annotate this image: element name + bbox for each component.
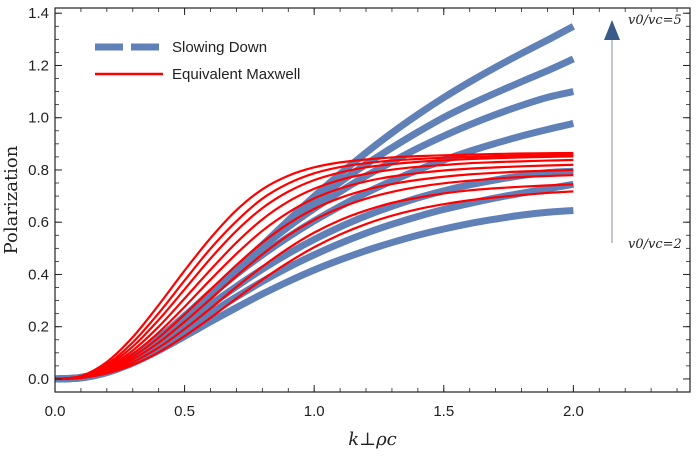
legend-label-slowing-down: Slowing Down bbox=[172, 39, 267, 56]
y-tick-label: 0.4 bbox=[28, 266, 49, 283]
y-tick-label: 1.2 bbox=[28, 57, 49, 74]
x-tick-label: 1.0 bbox=[304, 403, 325, 420]
x-tick-label: 0.0 bbox=[45, 403, 66, 420]
equivalent-maxwell-line-3 bbox=[54, 155, 574, 381]
x-axis-title: k⊥ρc bbox=[348, 429, 397, 450]
equivalent-maxwell-line-8 bbox=[54, 183, 574, 381]
equivalent-maxwell-line-5 bbox=[54, 163, 574, 381]
x-tick-label: 2.0 bbox=[563, 403, 584, 420]
x-tick-label: 0.5 bbox=[174, 403, 195, 420]
equivalent-maxwell-line-7 bbox=[54, 174, 574, 381]
legend-label-equivalent-maxwell: Equivalent Maxwell bbox=[172, 66, 300, 83]
velocity-ratio-annotation: v0/vc=5 v0/vc=2 bbox=[604, 13, 682, 252]
equivalent-maxwell-line-1 bbox=[54, 151, 574, 381]
slowing-down-curves bbox=[54, 23, 576, 383]
plot-frame bbox=[54, 7, 691, 393]
legend: Slowing Down Equivalent Maxwell bbox=[95, 39, 300, 83]
equivalent-maxwell-line-2 bbox=[54, 153, 574, 381]
y-tick-label: 1.4 bbox=[28, 5, 49, 22]
y-axis-title: Polarization bbox=[1, 145, 22, 254]
y-tick-label: 0.0 bbox=[28, 371, 49, 388]
axes: 0.0 0.5 1.0 1.5 2.0 0.0 0.2 0.4 0.6 0.8 1.0 1.2 1.4 bbox=[28, 5, 691, 420]
annotation-arrow-head bbox=[604, 20, 620, 40]
y-tick-label: 1.0 bbox=[28, 110, 49, 127]
y-tick-label: 0.2 bbox=[28, 319, 49, 336]
annotation-top-label: v0/vc=5 bbox=[628, 13, 682, 28]
y-tick-label: 0.8 bbox=[28, 162, 49, 179]
equivalent-maxwell-line-6 bbox=[54, 168, 574, 381]
equivalent-maxwell-line-9 bbox=[54, 190, 574, 381]
annotation-bottom-label: v0/vc=2 bbox=[628, 237, 682, 252]
y-tick-label: 0.6 bbox=[28, 214, 49, 231]
x-tick-label: 1.5 bbox=[433, 403, 454, 420]
equivalent-maxwell-line-4 bbox=[54, 158, 574, 381]
equivalent-maxwell-curves bbox=[54, 151, 574, 381]
